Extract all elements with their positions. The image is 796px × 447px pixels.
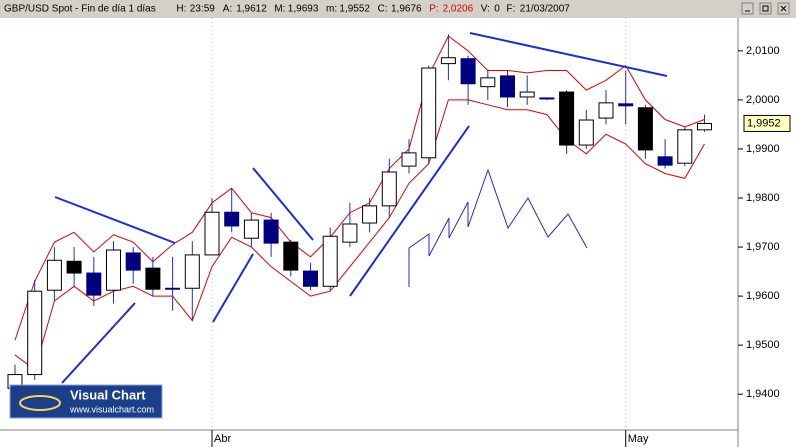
candle-body [539,97,555,100]
candle-body [519,91,535,98]
y-tick-label: 1,9800 [746,192,780,204]
candle-body [303,270,318,287]
candle-body [184,254,200,289]
candle-body [421,67,437,159]
y-tick-label: 1,9900 [746,143,780,155]
y-tick-label: 2,0100 [746,45,780,57]
candle-body [66,260,82,274]
candle-body [342,223,358,243]
header-label: H: [176,4,186,15]
header-label: M: [274,4,285,15]
candle-body [381,171,397,207]
header-title: GBP/USD Spot - Fin de día 1 días [4,4,156,15]
trend-line [212,253,254,323]
header-label: P: [429,4,438,15]
candle-body [401,152,417,167]
candle-body [204,211,220,256]
candle-body [46,259,62,291]
last-price-label: 1,9952 [747,117,781,129]
y-tick-label: 1,9600 [746,290,780,302]
zigzag [408,168,588,287]
header-value: 0 [494,4,500,15]
last-price-box [743,114,791,132]
trend-line [61,302,136,384]
candle-body [677,129,693,164]
maximize-button[interactable] [759,2,772,15]
header-value: 1,9693 [288,4,319,15]
header: GBP/USD Spot - Fin de día 1 días H: 23:59 A… [4,4,570,15]
candle-body [165,287,181,290]
candle-body [480,77,496,88]
logo-box [9,384,163,419]
logo-title: Visual Chart [70,387,146,402]
logo-url: www.visualchart.com [69,404,154,414]
candle-body [559,91,575,146]
candle-body [224,211,240,227]
y-tick-label: 1,9400 [746,388,780,400]
candle-body [145,267,161,290]
close-icon [780,5,787,12]
band-line [14,35,705,341]
drawings [54,32,668,384]
candle-body [86,272,102,296]
header-value: 2,0206 [443,4,474,15]
candle-body [27,290,43,376]
plot-area [7,18,712,430]
candle-body [578,119,594,146]
candle-body [460,58,476,85]
candle-body [500,75,515,98]
candle-body [440,57,456,65]
candle-body [243,219,259,239]
header-label: m: [326,4,337,15]
trend-line [349,125,470,297]
logo: Visual Chart www.visualchart.com [9,384,163,419]
y-tick-label: 2,0000 [746,94,780,106]
logo-icon [19,395,61,411]
candle-body [618,103,634,107]
header-value: 21/03/2007 [520,4,570,15]
x-tick-label: Abr [214,433,231,445]
x-tick-label: May [628,433,649,445]
y-tick-label: 1,9500 [746,339,780,351]
header-value: 23:59 [190,4,215,15]
candle-body [598,102,614,119]
candle-body [322,235,338,287]
header-label: F: [506,4,515,15]
candle-body [637,107,653,151]
header-label: C: [378,4,388,15]
header-label: V: [481,4,490,15]
candle-body [263,219,279,244]
header-value: 1,9552 [339,4,370,15]
window-buttons [741,2,790,15]
candle-body [125,252,141,271]
trend-line [252,167,314,241]
header-value: 1,9676 [391,4,422,15]
trend-line [469,32,668,77]
candle-body [106,249,121,291]
y-tick-label: 1,9700 [746,241,780,253]
header-label: A: [223,4,232,15]
header-value: 1,9612 [236,4,267,15]
trend-line [54,196,176,244]
maximize-icon [762,5,769,12]
candle-body [697,122,712,131]
minimize-button[interactable] [741,2,754,15]
candle-body [657,156,673,166]
title-bar [0,0,796,18]
candle-body [362,205,378,224]
candle-body [283,241,299,271]
band-line [14,99,705,371]
